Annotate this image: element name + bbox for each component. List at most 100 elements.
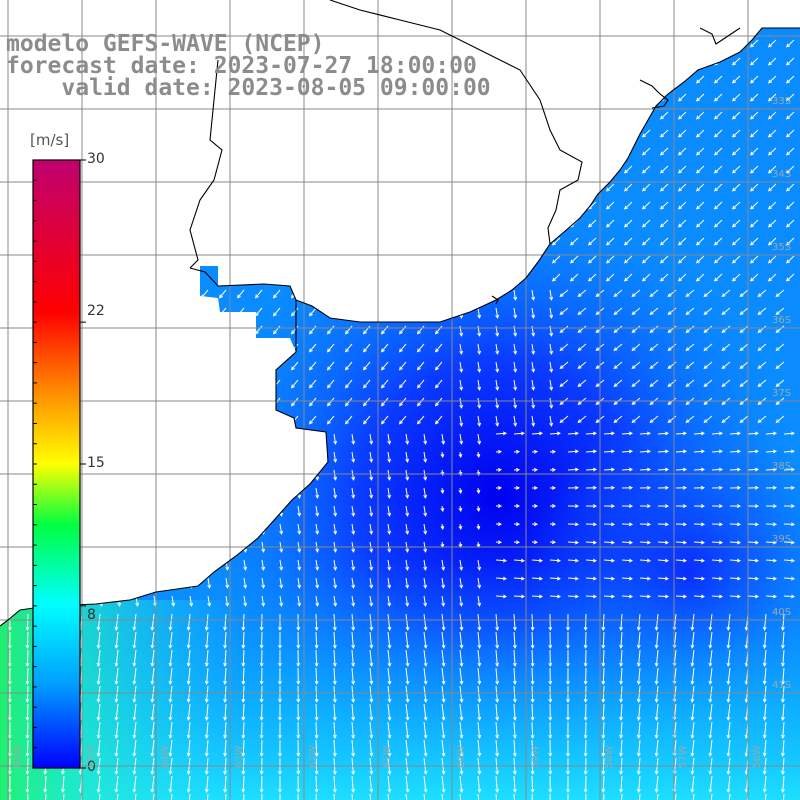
wave-arrow [548,631,553,650]
wave-arrow [531,289,536,301]
colorbar-tick-label: 0 [87,759,96,775]
wave-arrow [727,793,731,800]
wave-arrow [117,487,122,499]
wave-arrow [243,505,248,517]
wave-arrow [641,219,651,228]
wave-arrow [569,165,579,174]
longitude-label: 63W [234,745,245,768]
wave-arrow [631,325,641,334]
wave-arrow [182,289,191,299]
wave-arrow [398,343,407,353]
wave-arrow [423,613,428,631]
wave-arrow [767,201,777,210]
wave-arrow [747,576,760,581]
wave-arrow [641,129,651,138]
wave-arrow [713,255,723,264]
wave-arrow [333,451,338,463]
wave-arrow [657,540,670,545]
wave-arrow [110,307,119,317]
wave-arrow [762,721,767,739]
wave-arrow [25,703,30,722]
wave-arrow [135,505,140,517]
wave-arrow [387,721,392,739]
wave-arrow [441,793,445,800]
wave-arrow [762,703,767,721]
wave-arrow [96,775,101,793]
wave-arrow [601,703,606,722]
wave-arrow [512,739,517,758]
wave-arrow [695,129,705,138]
wave-arrow [223,721,228,740]
wave-arrow [164,415,173,425]
wave-arrow [459,559,464,571]
wave-arrow [585,504,598,509]
wave-arrow [236,361,245,371]
wave-arrow [241,649,246,668]
wave-arrow [279,451,284,463]
wave-arrow [369,487,374,499]
wave-arrow [272,307,281,317]
wave-arrow [673,793,677,800]
wave-arrow [92,415,101,425]
wave-arrow [693,431,706,436]
wave-arrow [726,703,731,721]
wave-arrow [726,667,731,685]
wave-arrow [236,415,245,425]
wave-arrow [398,379,407,389]
wave-arrow [708,721,713,739]
wave-arrow [308,307,317,317]
wave-arrow [513,361,518,373]
wave-arrow [639,540,652,545]
wave-arrow [308,415,317,425]
wave-arrow [762,667,767,685]
wave-arrow [315,595,320,607]
wave-arrow [783,522,796,527]
wave-arrow [236,397,245,407]
wave-arrow [315,793,318,800]
wave-arrow [613,379,623,388]
latitude-label: 36S [772,315,792,326]
wave-arrow [567,540,580,545]
wave-arrow [583,631,588,650]
wave-arrow [747,467,760,472]
wave-arrow [587,93,597,102]
wave-arrow [99,469,104,481]
wave-arrow [405,667,410,685]
wave-arrow [731,165,741,174]
wave-arrow [92,325,101,335]
wave-arrow [567,504,580,509]
wave-arrow [405,739,410,757]
wave-arrow [259,721,264,740]
wave-arrow [690,613,695,631]
wave-arrow [695,93,705,102]
wave-arrow [344,415,353,425]
wave-arrow [711,594,724,599]
wave-arrow [314,685,319,704]
wave-arrow [225,469,230,481]
wave-arrow [423,703,428,721]
wave-arrow [667,325,677,334]
wave-arrow [186,649,191,667]
wave-arrow [693,540,706,545]
wave-arrow [685,325,695,334]
wave-arrow [459,793,463,800]
wave-arrow [380,325,389,335]
wave-arrow [146,415,155,425]
wave-arrow [649,361,659,370]
wave-arrow [659,57,669,66]
wave-arrow [277,667,282,686]
wave-arrow [344,325,353,335]
wave-arrow [780,775,785,793]
wave-arrow [241,631,246,650]
wave-arrow [762,685,767,703]
wave-arrow [296,703,301,722]
wave-arrow [9,487,14,499]
wave-arrow [440,487,445,494]
wave-arrow [657,431,670,436]
latitude-label: 35S [772,242,792,253]
wave-arrow [225,523,230,535]
wave-arrow [441,631,446,649]
wave-arrow [530,631,535,650]
wave-arrow [495,379,500,391]
wave-arrow [146,307,155,317]
